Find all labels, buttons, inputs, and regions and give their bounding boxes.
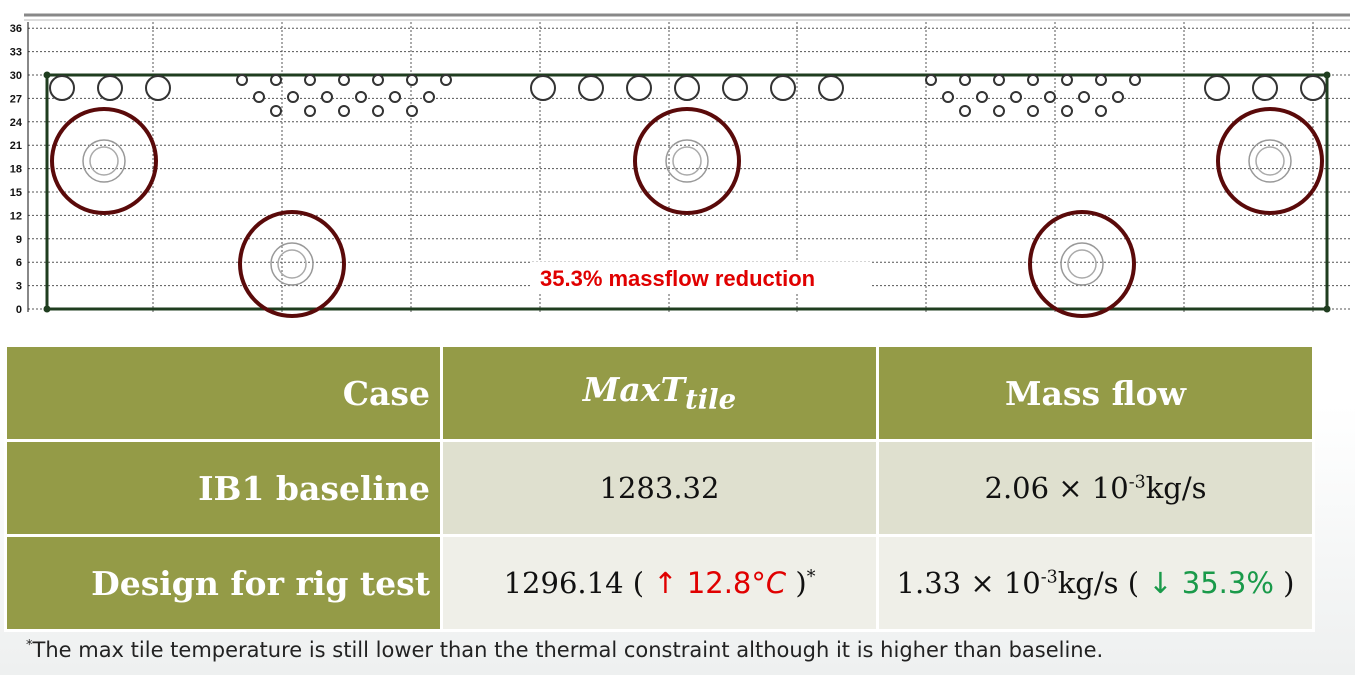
inner-ring (270, 242, 314, 286)
small-hole (959, 105, 971, 117)
y-tick-label: 24 (10, 117, 23, 129)
impingement-circles (50, 107, 1324, 318)
y-tick-label: 36 (10, 23, 22, 35)
small-hole (338, 74, 350, 86)
small-hole (287, 91, 299, 103)
small-hole (1129, 74, 1141, 86)
inner-ring (277, 249, 307, 279)
header-mass-flow: Mass flow (876, 344, 1315, 442)
cooling-holes (49, 74, 1326, 117)
cell-massflow-baseline: 2.06 × 10-3kg/s (876, 439, 1315, 537)
impingement-circle (1216, 107, 1324, 215)
impingement-circle (1028, 210, 1136, 318)
small-hole (1078, 91, 1090, 103)
small-hole (993, 74, 1005, 86)
results-table: Case MaxTtile Mass flow IB1 baseline 128… (4, 344, 1315, 632)
small-hole (236, 74, 248, 86)
small-hole (993, 105, 1005, 117)
massflow-annotation: 35.3% massflow reduction (540, 266, 815, 291)
temp-increase: ↑ 12.8° (653, 566, 766, 600)
inner-ring (665, 139, 709, 183)
small-hole (372, 74, 384, 86)
small-hole (1095, 105, 1107, 117)
y-tick-label: 33 (10, 47, 22, 59)
y-tick-label: 27 (10, 93, 22, 105)
small-hole (406, 105, 418, 117)
small-hole (976, 91, 988, 103)
y-tick-label: 0 (16, 304, 22, 316)
small-hole (942, 91, 954, 103)
cooling-hole (530, 75, 556, 101)
y-tick-label: 9 (16, 234, 22, 246)
small-hole (304, 105, 316, 117)
small-hole (253, 91, 265, 103)
small-hole (304, 74, 316, 86)
cooling-hole (770, 75, 796, 101)
inner-ring (672, 146, 702, 176)
small-hole (355, 91, 367, 103)
small-hole (959, 74, 971, 86)
small-hole (270, 74, 282, 86)
impingement-circle (50, 107, 158, 215)
cooling-hole (722, 75, 748, 101)
footnote: *The max tile temperature is still lower… (26, 638, 1104, 662)
small-hole (1061, 74, 1073, 86)
cooling-hole (1204, 75, 1230, 101)
row-case-baseline: IB1 baseline (4, 439, 443, 537)
small-hole (1027, 105, 1039, 117)
small-hole (389, 91, 401, 103)
small-hole (321, 91, 333, 103)
small-hole (1027, 74, 1039, 86)
inner-ring (1248, 139, 1292, 183)
y-tick-label: 3 (16, 281, 22, 293)
inner-ring (82, 139, 126, 183)
small-hole (423, 91, 435, 103)
inner-ring (89, 146, 119, 176)
small-hole (1095, 74, 1107, 86)
header-case: Case (4, 344, 443, 442)
small-hole (270, 105, 282, 117)
y-tick-label: 6 (16, 257, 22, 269)
impingement-circle (633, 107, 741, 215)
y-tick-label: 18 (10, 164, 22, 176)
y-tick-label: 21 (10, 140, 22, 152)
cell-maxt-design: 1296.14 ( ↑ 12.8°C )* (440, 534, 879, 632)
impingement-circle (238, 210, 346, 318)
cooling-hole (1252, 75, 1278, 101)
cooling-hole (818, 75, 844, 101)
row-case-design: Design for rig test (4, 534, 443, 632)
massflow-decrease: ↓ 35.3% (1148, 566, 1274, 600)
small-hole (406, 74, 418, 86)
cooling-hole (49, 75, 75, 101)
small-hole (925, 74, 937, 86)
small-hole (1112, 91, 1124, 103)
inner-ring (1067, 249, 1097, 279)
cell-maxt-baseline: 1283.32 (440, 439, 879, 537)
small-hole (1044, 91, 1056, 103)
cooling-hole (1300, 75, 1326, 101)
y-tick-label: 30 (10, 70, 22, 82)
cooling-hole (674, 75, 700, 101)
table-row: IB1 baseline 1283.32 2.06 × 10-3kg/s (4, 439, 1315, 537)
small-hole (372, 105, 384, 117)
y-tick-label: 15 (10, 187, 22, 199)
cooling-hole (578, 75, 604, 101)
table-row: Design for rig test 1296.14 ( ↑ 12.8°C )… (4, 534, 1315, 632)
cell-massflow-design: 1.33 × 10-3kg/s ( ↓ 35.3% ) (876, 534, 1315, 632)
table-header-row: Case MaxTtile Mass flow (4, 344, 1315, 442)
small-hole (440, 74, 452, 86)
small-hole (1061, 105, 1073, 117)
small-hole (338, 105, 350, 117)
cooling-hole (145, 75, 171, 101)
small-hole (1010, 91, 1022, 103)
inner-ring (1060, 242, 1104, 286)
header-max-tile-temp: MaxTtile (440, 344, 879, 442)
inner-ring (1255, 146, 1285, 176)
cooling-hole (626, 75, 652, 101)
cooling-hole (97, 75, 123, 101)
y-tick-label: 12 (10, 210, 22, 222)
